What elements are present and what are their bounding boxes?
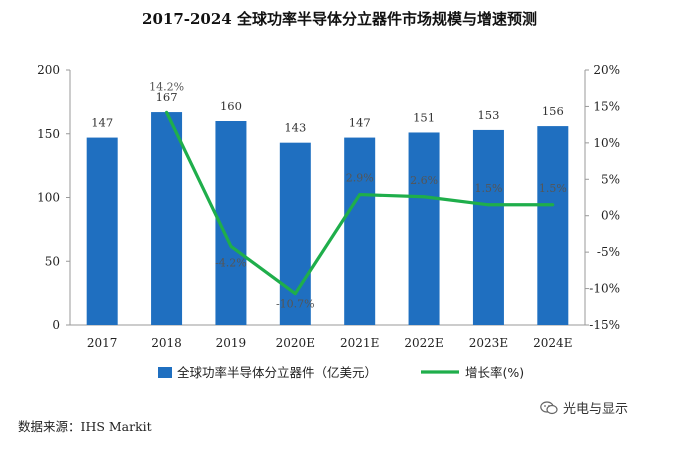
x-tick-2022E: 2022E — [404, 336, 443, 350]
growth-point-2021E — [358, 193, 362, 197]
bar-label-2017: 147 — [91, 116, 113, 130]
bar-label-2019: 160 — [220, 99, 242, 113]
left-axis-tick-label: 150 — [37, 127, 60, 141]
legend-line-label: 增长率(%) — [465, 365, 524, 380]
bar-2017 — [86, 137, 118, 325]
bar-2023E — [472, 129, 504, 325]
left-axis-tick-label: 50 — [45, 254, 60, 268]
bar-2021E — [344, 137, 376, 325]
right-axis-tick-label: 20% — [593, 63, 620, 77]
left-axis-tick-label: 0 — [52, 318, 60, 332]
x-tick-2021E: 2021E — [340, 336, 379, 350]
growth-label-2021E: 2.9% — [346, 172, 374, 185]
wechat-icon — [540, 400, 558, 414]
growth-point-2019 — [229, 244, 233, 248]
x-tick-2020E: 2020E — [276, 336, 315, 350]
bar-label-2024E: 156 — [542, 104, 564, 118]
left-axis-tick-label: 200 — [37, 63, 60, 77]
growth-point-2018 — [165, 110, 169, 114]
axes: 0 50 100 150 200 20% 15% 10% 5% 0% -5% -10% -15% — [37, 63, 620, 332]
watermark: 光电与显示 — [540, 398, 628, 417]
growth-point-2020E — [293, 292, 297, 296]
bar-label-2023E: 153 — [477, 108, 499, 122]
right-axis-tick-label: 10% — [593, 136, 620, 150]
legend-bar-swatch — [158, 367, 172, 378]
bar-label-2018: 167 — [156, 90, 178, 104]
bar-label-2022E: 151 — [413, 110, 435, 124]
legend-bar-label: 全球功率半导体分立器件（亿美元） — [177, 365, 377, 380]
bar-series — [86, 112, 569, 325]
growth-label-2023E: 1.5% — [474, 182, 502, 195]
growth-point-2024E — [551, 203, 555, 207]
growth-label-2024E: 1.5% — [539, 182, 567, 195]
page-title: 2017-2024 全球功率半导体分立器件市场规模与增速预测 — [142, 10, 537, 28]
right-axis-tick-label: 15% — [593, 99, 620, 113]
legend: 全球功率半导体分立器件（亿美元） 增长率(%) — [158, 365, 524, 380]
bar-data-labels: 147 167 160 143 147 151 153 156 — [91, 90, 564, 135]
left-axis-tick-label: 100 — [37, 191, 60, 205]
right-axis-tick-label: 5% — [601, 172, 620, 186]
growth-line-series — [165, 110, 555, 296]
bar-label-2020E: 143 — [284, 121, 306, 135]
growth-point-2022E — [422, 195, 426, 199]
growth-point-2023E — [486, 203, 490, 207]
growth-label-2020E: -10.7% — [276, 298, 315, 311]
watermark-text: 光电与显示 — [563, 402, 629, 417]
growth-label-2018: 14.2% — [149, 80, 184, 93]
bar-label-2021E: 147 — [349, 116, 371, 130]
growth-data-labels: 14.2% -4.2% -10.7% 2.9% 2.6% 1.5% 1.5% — [149, 80, 567, 310]
x-tick-labels: 2017 2018 2019 2020E 2021E 2022E 2023E 2024E — [87, 336, 573, 350]
source-note: 数据来源：IHS Markit — [18, 419, 152, 434]
x-tick-2017: 2017 — [87, 336, 118, 350]
growth-label-2022E: 2.6% — [410, 174, 438, 187]
right-axis-tick-label: -15% — [589, 318, 620, 332]
x-tick-2024E: 2024E — [533, 336, 572, 350]
bar-2024E — [537, 126, 569, 325]
bar-2018 — [151, 112, 183, 325]
right-axis-tick-label: -5% — [597, 245, 620, 259]
x-tick-2023E: 2023E — [469, 336, 508, 350]
bar-2022E — [408, 132, 440, 325]
right-axis-tick-label: -10% — [589, 282, 620, 296]
x-tick-2019: 2019 — [216, 336, 247, 350]
growth-label-2019: -4.2% — [215, 256, 247, 269]
x-tick-2018: 2018 — [151, 336, 182, 350]
right-axis-tick-label: 0% — [601, 209, 620, 223]
